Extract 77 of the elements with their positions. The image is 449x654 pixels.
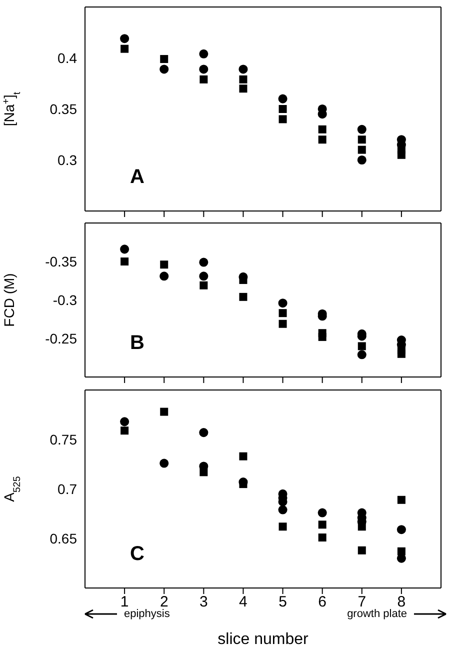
y-tick-label: 0.35 [50,100,78,117]
point [160,64,169,74]
point [318,534,326,542]
point [239,480,248,488]
point [278,522,287,531]
point [358,146,366,154]
y-axis-title: FCD (M) [1,273,17,327]
x-tick-label: 2 [160,594,168,611]
point [278,94,288,104]
point [160,260,168,269]
x-tick-label: 1 [120,594,129,611]
point [358,546,366,554]
point [239,75,248,84]
point [160,272,169,281]
point [278,115,287,124]
point [318,136,326,144]
point [199,272,208,281]
point [160,55,168,64]
point [239,452,248,460]
point [160,408,168,416]
point [120,244,130,254]
point [318,520,326,529]
point [357,155,366,165]
point [358,136,366,144]
x-tick-label: 4 [239,594,248,611]
point [120,44,129,53]
point [278,309,287,318]
point [358,342,366,350]
x-tick-label: 6 [318,594,327,611]
point [199,49,208,58]
point [278,105,287,113]
x-axis-title: slice number [218,631,310,648]
x-tick-label: 3 [199,594,208,611]
point [200,468,208,476]
point [200,75,208,84]
point [200,281,208,290]
annotation: B [130,332,144,355]
point [357,350,366,360]
point [120,34,130,44]
x-tick-label: 5 [278,594,287,611]
point [278,320,287,328]
y-tick-label: -0.35 [45,253,78,270]
point [318,508,327,518]
point [358,522,366,531]
point [160,458,169,468]
point [318,125,326,134]
point [278,505,288,514]
point [238,64,248,74]
point [278,298,288,308]
annotation: C [130,543,144,566]
annotation: A [130,166,144,189]
point [120,258,129,266]
point [396,525,406,534]
point [239,84,248,93]
x-tick-label: 7 [358,594,366,611]
y-tick-label: 0.4 [58,50,78,66]
y-tick-label: 0.65 [50,530,78,546]
point [397,350,406,358]
point [318,332,326,341]
point [199,64,208,74]
point [199,428,208,438]
text: growth plate [347,608,407,620]
point [120,426,129,435]
y-tick-label: -0.3 [52,292,78,308]
y-tick-label: -0.25 [45,330,78,346]
x-tick-label: 8 [397,594,406,611]
point [120,417,130,426]
point [199,258,208,267]
y-tick-label: 0.7 [58,480,78,497]
point [397,547,406,556]
point [397,150,406,159]
point [397,496,406,504]
point [239,292,248,301]
y-tick-label: 0.3 [58,152,78,168]
point [357,124,366,134]
text: epiphysis [124,608,170,620]
y-tick-label: 0.75 [50,431,78,448]
